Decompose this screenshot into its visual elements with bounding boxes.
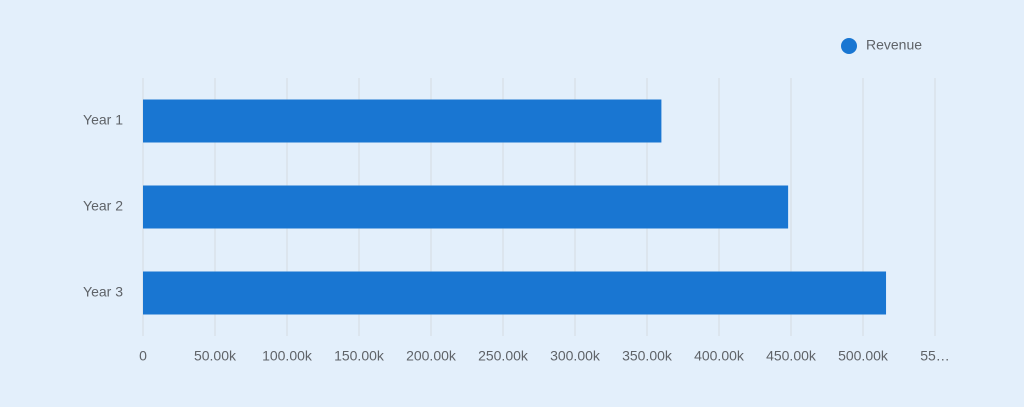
- x-tick-label: 350.00k: [622, 348, 673, 364]
- x-tick-label: 200.00k: [406, 348, 457, 364]
- bar: [143, 99, 662, 143]
- x-tick-label: 100.00k: [262, 348, 313, 364]
- x-tick-label: 150.00k: [334, 348, 385, 364]
- bar: [143, 271, 887, 315]
- x-tick-label: 250.00k: [478, 348, 529, 364]
- y-tick-label: Year 3: [83, 284, 123, 300]
- x-tick-label: 55…: [920, 348, 950, 364]
- y-tick-label: Year 2: [83, 198, 123, 214]
- x-tick-label: 500.00k: [838, 348, 889, 364]
- legend-label: Revenue: [866, 37, 922, 53]
- x-tick-label: 50.00k: [194, 348, 237, 364]
- legend-marker: [841, 38, 857, 54]
- x-tick-label: 400.00k: [694, 348, 745, 364]
- x-tick-label: 0: [139, 348, 147, 364]
- bar: [143, 185, 789, 229]
- x-tick-label: 450.00k: [766, 348, 817, 364]
- x-tick-label: 300.00k: [550, 348, 601, 364]
- y-tick-label: Year 1: [83, 112, 123, 128]
